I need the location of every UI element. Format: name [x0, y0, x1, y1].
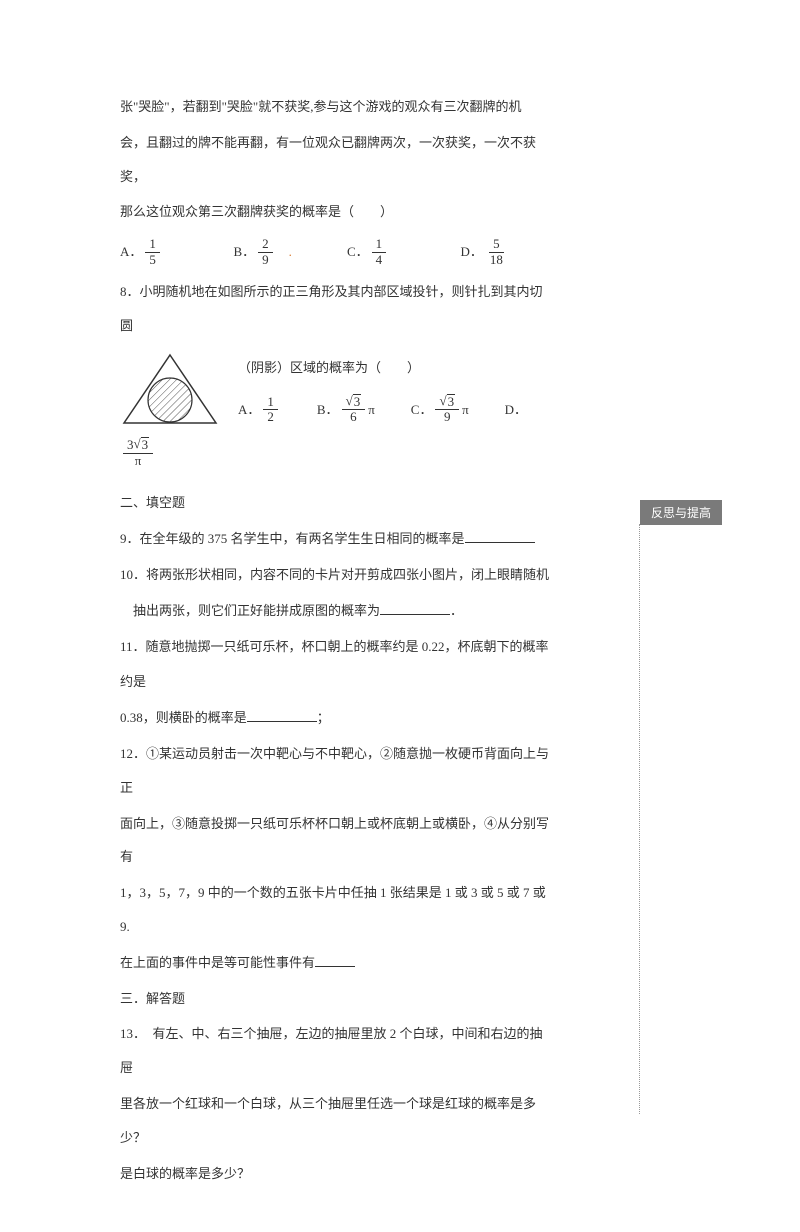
- blank: [380, 602, 450, 615]
- q12-l1: 12．①某运动员射击一次中靶心与不中靶心，②随意抛一枚硬币背面向上与正: [120, 737, 555, 805]
- q12-l3: 1，3，5，7，9 中的一个数的五张卡片中任抽 1 张结果是 1 或 3 或 5…: [120, 876, 555, 944]
- triangle-figure: [120, 351, 220, 427]
- q10-l2: 抽出两张，则它们正好能拼成原图的概率为．: [120, 594, 555, 628]
- frac-num: 3√3: [123, 437, 153, 453]
- frac-num: 2: [258, 237, 273, 252]
- q12-l4: 在上面的事件中是等可能性事件有: [120, 946, 555, 980]
- frac-den: 2: [263, 410, 278, 424]
- q7-line3: 那么这位观众第三次翻牌获奖的概率是（ ）: [120, 195, 555, 229]
- opt-label: C．: [411, 393, 433, 427]
- dotted-divider: [639, 524, 640, 1114]
- document-body: 张"哭脸"，若翻到"哭脸"就不获奖,参与这个游戏的观众有三次翻牌的机 会，且翻过…: [120, 90, 555, 1190]
- q13-l2: 里各放一个红球和一个白球，从三个抽屉里任选一个球是红球的概率是多少？: [120, 1087, 555, 1155]
- q12-l4-text: 在上面的事件中是等可能性事件有: [120, 955, 315, 970]
- q12-l2: 面向上，③随意投掷一只纸可乐杯杯口朝上或杯底朝上或横卧，④从分别写有: [120, 807, 555, 875]
- q8-opt-c: C． √39 π: [411, 393, 469, 427]
- q8-opt-a: A． 12: [238, 393, 281, 427]
- frac-num: √3: [435, 394, 459, 410]
- q8-options: A． 12 B． √36 π C． √39 π D．: [238, 393, 555, 427]
- frac-num: 1: [145, 237, 160, 252]
- q8-opt-d: D．: [505, 393, 527, 427]
- q8-line2: （阴影）区域的概率为（ ）: [238, 351, 555, 385]
- q13-l3: 是白球的概率是多少？: [120, 1157, 555, 1191]
- frac-den: 18: [486, 253, 507, 267]
- q7-opt-a: A． 15: [120, 235, 233, 269]
- frac-num: 1: [372, 237, 387, 252]
- frac-den: π: [131, 454, 146, 468]
- opt-label: D．: [505, 393, 527, 427]
- q8-stem: 8．小明随机地在如图所示的正三角形及其内部区域投针，则针扎到其内切圆: [120, 275, 555, 343]
- q11-l3: 0.38，则横卧的概率是 ；: [120, 701, 555, 735]
- suffix: π: [462, 393, 469, 427]
- opt-label: A．: [238, 393, 260, 427]
- frac-den: 4: [372, 253, 387, 267]
- q13-l1: 13． 有左、中、右三个抽屉，左边的抽屉里放 2 个白球，中间和右边的抽屉: [120, 1017, 555, 1085]
- q7-opt-b: B． 29 .: [233, 235, 346, 269]
- frac-den: 9: [440, 410, 455, 424]
- q11-semicolon: ；: [317, 710, 330, 725]
- opt-label: A．: [120, 235, 142, 269]
- frac-den: 5: [145, 253, 160, 267]
- section3-title: 三．解答题: [120, 982, 555, 1016]
- frac-den: 6: [346, 410, 361, 424]
- q8-figure-row: （阴影）区域的概率为（ ） A． 12 B． √36 π C． √39 π: [120, 351, 555, 427]
- suffix: π: [368, 393, 375, 427]
- blank: [247, 709, 317, 722]
- frac-num: 5: [489, 237, 504, 252]
- q8-opt-b: B． √36 π: [317, 393, 375, 427]
- q11-l2: 约是: [120, 665, 555, 699]
- q7-opt-c: C． 14: [347, 235, 460, 269]
- opt-label: B．: [317, 393, 339, 427]
- q10-l1: 10．将两张形状相同，内容不同的卡片对开剪成四张小图片，闭上眼睛随机: [120, 558, 555, 592]
- sidebar-label: 反思与提高: [640, 500, 722, 525]
- opt-label: C．: [347, 235, 369, 269]
- opt-label: B．: [233, 235, 255, 269]
- blank: [315, 954, 355, 967]
- section2-title: 二、填空题: [120, 486, 555, 520]
- q11-l1: 11．随意地抛掷一只纸可乐杯，杯口朝上的概率约是 0.22，杯底朝下的概率: [120, 630, 555, 664]
- sidebar: 反思与提高: [640, 500, 722, 525]
- q9-text: 9．在全年级的 375 名学生中，有两名学生生日相同的概率是: [120, 531, 465, 546]
- q7-line1: 张"哭脸"，若翻到"哭脸"就不获奖,参与这个游戏的观众有三次翻牌的机: [120, 90, 555, 124]
- q9: 9．在全年级的 375 名学生中，有两名学生生日相同的概率是: [120, 522, 555, 556]
- q10-l2-text: 抽出两张，则它们正好能拼成原图的概率为: [133, 603, 380, 618]
- q8-opt-d-frac: 3√3π: [120, 435, 555, 469]
- q7-options: A． 15 B． 29 . C． 14 D． 518: [120, 235, 555, 269]
- frac-num: √3: [342, 394, 366, 410]
- q11-l3-text: 0.38，则横卧的概率是: [120, 710, 247, 725]
- blank: [465, 530, 535, 543]
- dot-icon: .: [276, 235, 292, 269]
- q7-line2: 会，且翻过的牌不能再翻，有一位观众已翻牌两次，一次获奖，一次不获奖，: [120, 126, 555, 194]
- frac-den: 9: [258, 253, 273, 267]
- opt-label: D．: [460, 235, 482, 269]
- q7-opt-d: D． 518: [460, 235, 555, 269]
- frac-num: 1: [263, 395, 278, 410]
